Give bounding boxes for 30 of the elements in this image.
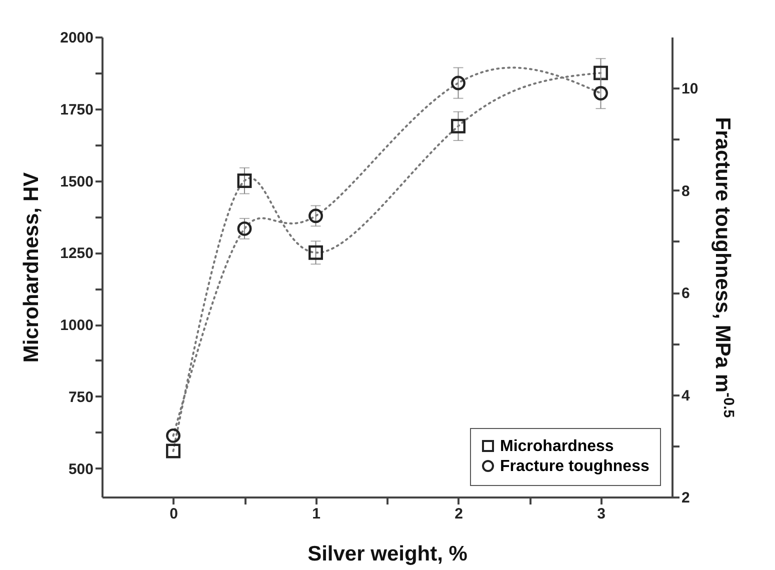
y2-tick-label: 6 <box>682 285 690 302</box>
point <box>166 444 180 458</box>
y-axis-title: Microhardness, HV <box>20 172 44 363</box>
point <box>308 245 323 260</box>
x-tick-label: 3 <box>597 506 606 522</box>
y-tick-label: 1500 <box>60 173 94 190</box>
y2-tick-label: 10 <box>682 80 698 98</box>
y-tick-label: 1750 <box>60 101 94 118</box>
y-tick-label: 1000 <box>60 317 94 334</box>
point <box>308 208 323 224</box>
point <box>451 118 466 134</box>
x-tick-label: 1 <box>312 506 320 522</box>
x-axis-title: Silver weight, % <box>308 542 468 566</box>
legend-label: Microhardness <box>500 438 614 455</box>
y-tick-label: 750 <box>68 388 94 406</box>
x-tick-label: 0 <box>170 506 178 522</box>
y2-tick-label: 2 <box>682 490 690 506</box>
point <box>237 174 252 188</box>
legend-label: Fracture toughness <box>500 458 650 475</box>
point <box>166 428 180 443</box>
y-tick-label: 2000 <box>60 30 94 46</box>
y2-tick-label: 4 <box>682 387 690 404</box>
point <box>594 66 608 80</box>
y-tick-label: 500 <box>68 460 94 478</box>
point <box>594 86 608 100</box>
point <box>237 221 252 236</box>
x-tick-label: 2 <box>454 506 463 522</box>
y-tick-label: 1250 <box>60 245 94 262</box>
point <box>451 76 466 90</box>
y2-tick-label: 8 <box>682 182 690 200</box>
